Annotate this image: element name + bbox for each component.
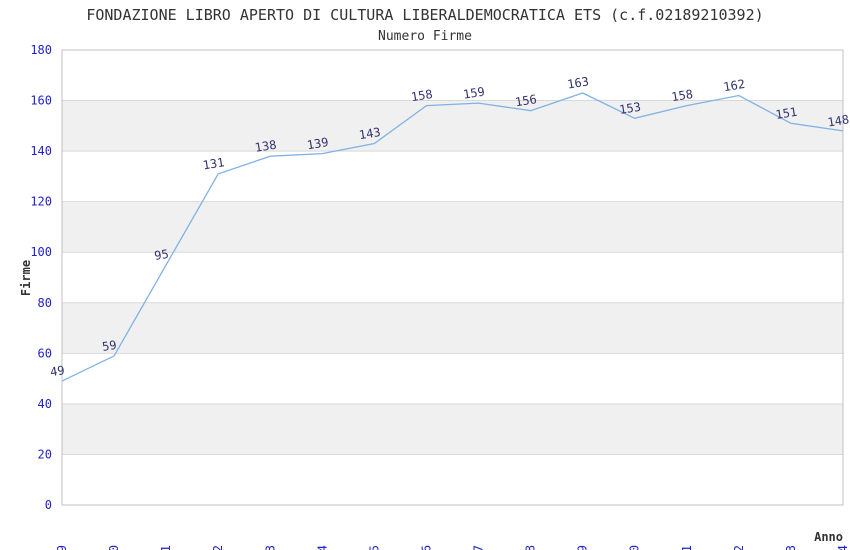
grid-band [62, 100, 843, 152]
data-point-label: 153 [618, 100, 642, 117]
y-tick-label: 140 [30, 144, 52, 158]
x-tick-label: 2017 [472, 545, 486, 550]
data-point-label: 49 [49, 363, 65, 379]
y-tick-label: 60 [38, 346, 52, 360]
y-axis-label: Firme [19, 260, 33, 296]
y-tick-label: 160 [30, 94, 52, 108]
chart-title: FONDAZIONE LIBRO APERTO DI CULTURA LIBER… [86, 6, 763, 24]
plot-border [61, 49, 844, 506]
x-axis-label: Anno [814, 530, 843, 544]
data-labels: 49 59 95 131 138 139 143 158 159 156 163 153 158 162 1… [49, 74, 850, 379]
data-point-label: 131 [202, 155, 226, 172]
data-point-label: 139 [306, 135, 330, 152]
grid-band [62, 201, 843, 253]
data-point-label: 95 [153, 247, 169, 263]
y-tick-label: 180 [30, 43, 52, 57]
data-point-label: 163 [566, 74, 590, 91]
x-tick-label: 2016 [419, 545, 433, 550]
x-tick-label: 2022 [732, 545, 746, 550]
data-point-label: 158 [410, 87, 434, 104]
chart-subtitle: Numero Firme [378, 29, 472, 44]
x-tick-label: 2010 [107, 545, 121, 550]
grid-band [62, 302, 843, 354]
y-tick-label: 20 [38, 447, 52, 461]
data-point-label: 138 [254, 138, 278, 155]
data-point-label: 143 [358, 125, 382, 142]
x-tick-label: 2012 [211, 545, 225, 550]
x-tick-label: 2019 [576, 545, 590, 550]
x-tick-label: 2009 [55, 545, 69, 550]
x-tick-label: 2013 [263, 545, 277, 550]
y-tick-label: 100 [30, 245, 52, 259]
x-tick-label: 2011 [159, 545, 173, 550]
data-point-label: 151 [775, 105, 799, 122]
data-point-label: 162 [722, 77, 746, 94]
plot-bands [62, 100, 843, 455]
y-tick-label: 120 [30, 195, 52, 209]
y-tick-label: 0 [45, 498, 52, 512]
grid-band [62, 403, 843, 455]
y-tick-label: 80 [38, 296, 52, 310]
x-tick-label: 2015 [367, 545, 381, 550]
y-axis-tick-labels: 0 20 40 60 80 100 120 140 160 180 [30, 43, 52, 512]
x-tick-label: 2020 [628, 545, 642, 550]
x-tick-label: 2018 [524, 545, 538, 550]
gridlines [62, 100, 843, 455]
y-tick-label: 40 [38, 397, 52, 411]
data-point-label: 159 [462, 85, 486, 102]
series-line [61, 92, 844, 382]
data-point-label: 158 [670, 87, 694, 104]
data-point-label: 156 [514, 92, 538, 109]
x-tick-label: 2023 [784, 545, 798, 550]
data-point-label: 148 [827, 112, 850, 129]
x-tick-label: 2021 [680, 545, 694, 550]
x-tick-label: 2024 [836, 545, 850, 550]
data-point-label: 59 [101, 338, 117, 354]
